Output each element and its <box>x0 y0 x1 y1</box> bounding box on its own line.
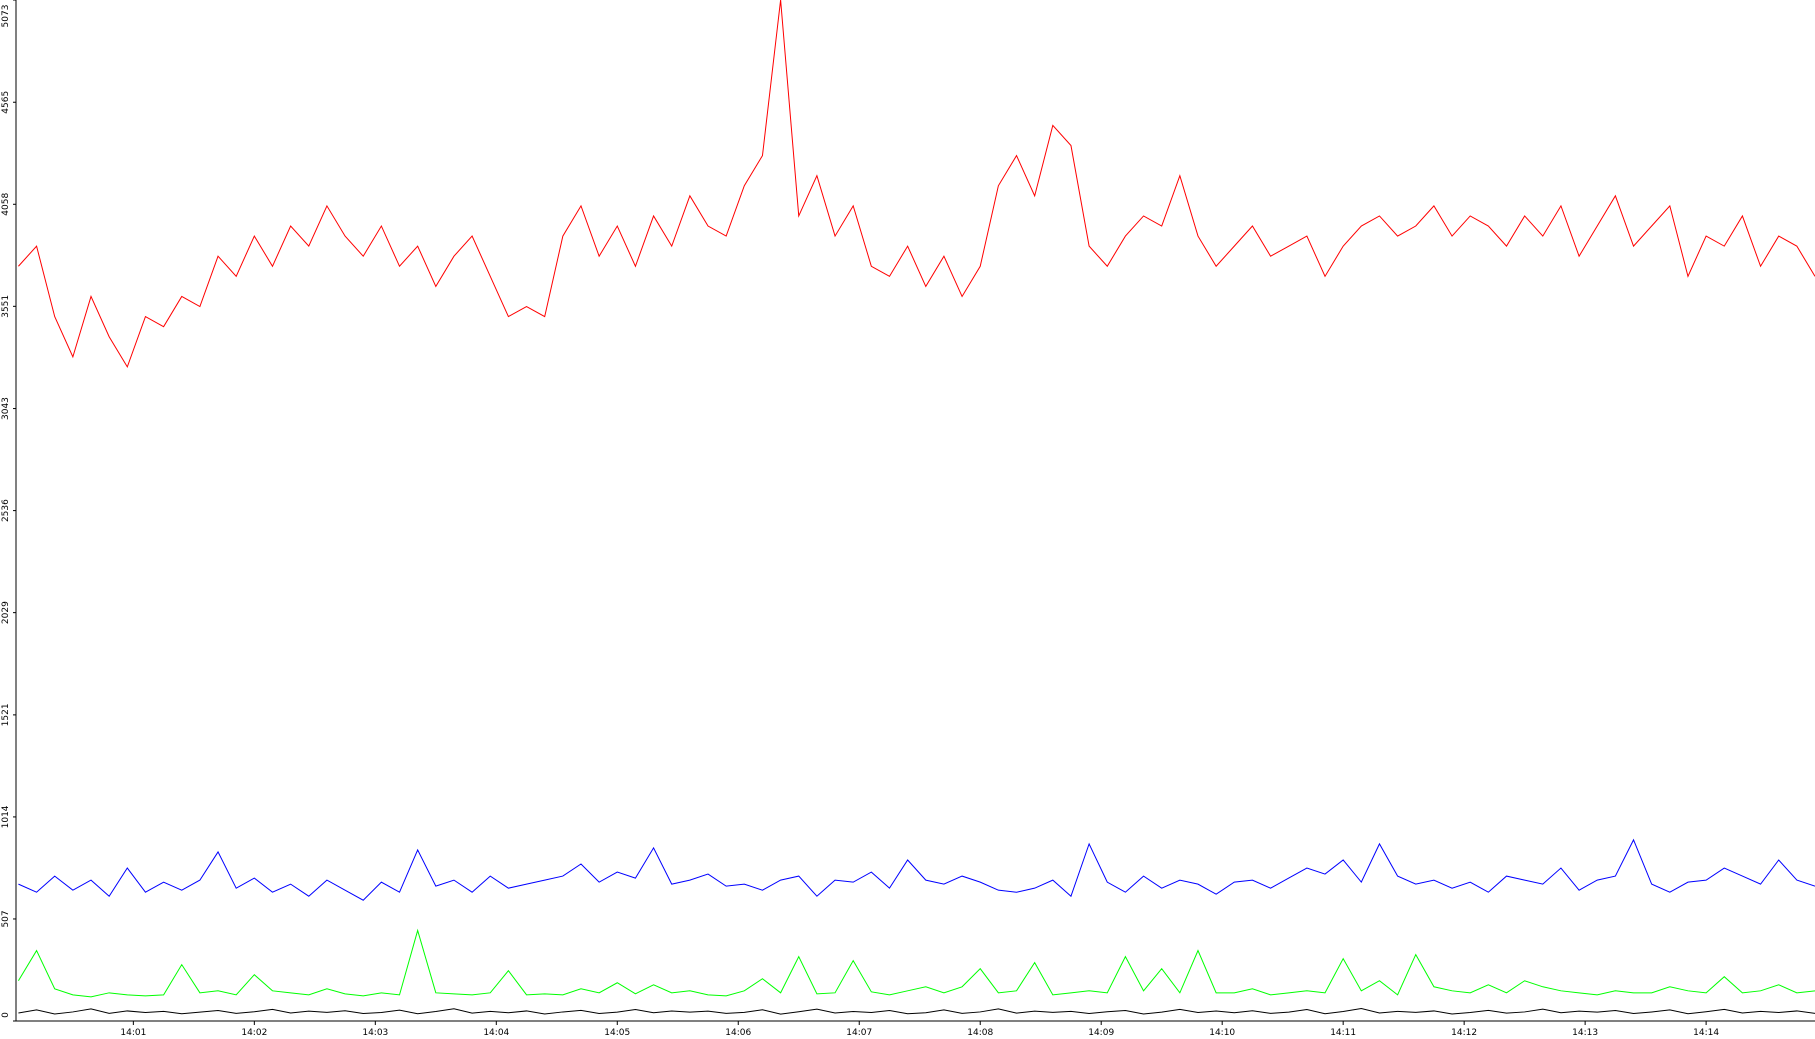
x-tick-label: 14:05 <box>604 1028 630 1038</box>
series-line <box>18 1008 1815 1015</box>
x-tick-label: 14:13 <box>1572 1028 1598 1038</box>
y-tick-label: 2536 <box>1 499 11 522</box>
x-tick-label: 14:11 <box>1330 1028 1356 1038</box>
x-tick-label: 14:01 <box>120 1028 146 1038</box>
x-tick-label: 14:12 <box>1451 1028 1477 1038</box>
y-tick-label: 1014 <box>1 805 11 828</box>
y-tick-label: 5073 <box>1 5 11 28</box>
x-tick-label: 14:14 <box>1693 1028 1719 1038</box>
y-tick-label: 4565 <box>1 91 11 114</box>
x-tick-label: 14:02 <box>241 1028 267 1038</box>
y-tick-label: 0 <box>1 1012 11 1018</box>
y-tick-label: 3043 <box>1 397 11 420</box>
y-tick-label: 3551 <box>1 295 11 318</box>
x-tick-label: 14:08 <box>967 1028 993 1038</box>
y-tick-label: 2029 <box>1 601 11 624</box>
x-tick-label: 14:07 <box>846 1028 872 1038</box>
series-line <box>17 928 1815 998</box>
x-tick-label: 14:10 <box>1209 1028 1235 1038</box>
series-line <box>18 0 1815 369</box>
y-tick-label: 4058 <box>1 193 11 216</box>
x-tick-label: 14:04 <box>483 1028 509 1038</box>
x-tick-label: 14:06 <box>725 1028 751 1038</box>
x-tick-label: 14:03 <box>362 1028 388 1038</box>
x-tick-label: 14:09 <box>1088 1028 1114 1038</box>
series-line <box>18 838 1815 901</box>
y-tick-label: 507 <box>1 910 11 927</box>
y-tick-label: 1521 <box>1 703 11 726</box>
